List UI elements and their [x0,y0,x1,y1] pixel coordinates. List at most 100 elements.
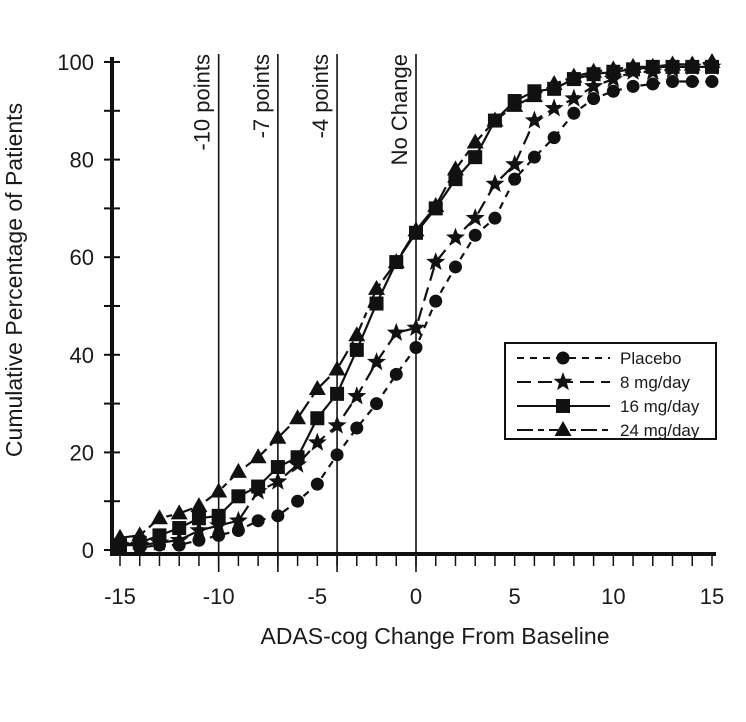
data-point-star [307,432,327,451]
data-point-triangle [150,509,168,525]
data-point-square [349,342,364,357]
legend-marker-triangle [554,421,572,436]
y-tick-label: 0 [82,538,94,563]
y-tick-label: 100 [57,50,94,75]
data-point-triangle [170,504,188,520]
data-point-triangle [604,60,622,76]
data-point-circle [231,523,245,537]
data-point-star [189,520,209,539]
data-point-star [169,530,189,549]
data-point-star [268,471,288,490]
data-point-triangle [565,67,583,83]
data-point-circle [192,533,206,547]
data-point-square [270,460,285,475]
data-point-triangle [131,526,149,542]
data-point-circle [291,494,305,508]
data-point-circle [567,106,581,120]
data-point-triangle [466,133,484,149]
data-point-circle [251,514,265,528]
data-point-triangle [368,279,386,295]
data-point-circle [271,509,285,523]
data-point-circle [350,421,364,435]
data-point-triangle [190,497,208,513]
x-tick-label: 10 [601,584,625,609]
data-point-star [347,386,367,405]
data-point-star [584,76,604,95]
data-point-triangle [585,62,603,78]
data-point-star [406,317,426,337]
y-tick-label: 80 [70,148,94,173]
data-point-square [310,411,325,426]
data-point-triangle [308,379,326,395]
data-point-circle [310,477,324,491]
data-point-triangle [210,482,228,498]
legend: Placebo 8 mg/day 16 mg/day 24 mg/day [504,342,717,440]
series-layer [110,53,722,555]
data-point-triangle [407,221,425,237]
data-point-star [327,415,347,434]
reference-line-label: -10 points [190,54,215,151]
data-point-triangle [624,57,642,73]
data-point-star [209,515,229,534]
data-point-circle [488,211,502,225]
data-point-triangle [525,87,543,103]
data-point-triangle [644,57,662,73]
data-point-star [485,174,505,193]
data-point-circle [389,367,403,381]
data-point-triangle [111,528,129,544]
legend-marker-square [556,399,570,413]
data-point-circle [547,131,561,145]
legend-box [504,342,717,440]
data-point-square [211,508,226,523]
x-tick-label: -15 [104,584,136,609]
data-point-triangle [683,55,701,71]
data-point-triangle [348,326,366,342]
x-ticks: -15 -10 -5 0 5 10 15 [104,554,724,609]
data-point-circle [409,340,423,354]
data-point-star [544,98,564,117]
data-point-triangle [703,53,721,68]
x-tick-label: 5 [509,584,521,609]
data-point-circle [626,79,640,93]
data-point-circle [646,77,660,91]
data-point-star [505,154,525,173]
legend-label: 8 mg/day [620,373,690,392]
data-point-star [367,352,387,371]
data-point-square [231,489,246,504]
data-point-circle [587,92,601,106]
data-point-circle [666,75,680,89]
x-tick-label: 0 [410,584,422,609]
data-point-triangle [427,196,445,212]
data-point-square [448,172,463,187]
data-point-triangle [506,96,524,112]
data-point-star [445,227,465,246]
data-point-square [290,450,305,465]
data-point-circle [448,260,462,274]
x-tick-label: 15 [700,584,724,609]
data-point-circle [527,150,541,164]
data-point-circle [705,75,719,89]
data-point-circle [370,397,384,411]
data-point-star [386,322,406,341]
legend-marker-star [553,372,573,391]
reference-line-label: -4 points [308,54,333,138]
data-point-triangle [229,462,247,478]
legend-label: 24 mg/day [620,421,700,440]
data-point-square [330,386,345,401]
reference-line-labels: -10 points -7 points -4 points No Change [190,54,412,165]
series-24-mg-day [111,53,721,544]
data-point-square [369,296,384,311]
data-point-star [564,88,584,107]
y-tick-label: 40 [70,343,94,368]
reference-line-label: -7 points [249,54,274,138]
data-point-circle [330,448,344,462]
data-point-triangle [289,409,307,425]
data-point-triangle [664,55,682,71]
data-point-circle [606,84,620,98]
data-point-triangle [545,74,563,90]
legend-marker-circle [556,351,570,365]
data-point-square [152,528,167,543]
data-point-square [172,521,187,536]
reference-line-label: No Change [387,54,412,165]
